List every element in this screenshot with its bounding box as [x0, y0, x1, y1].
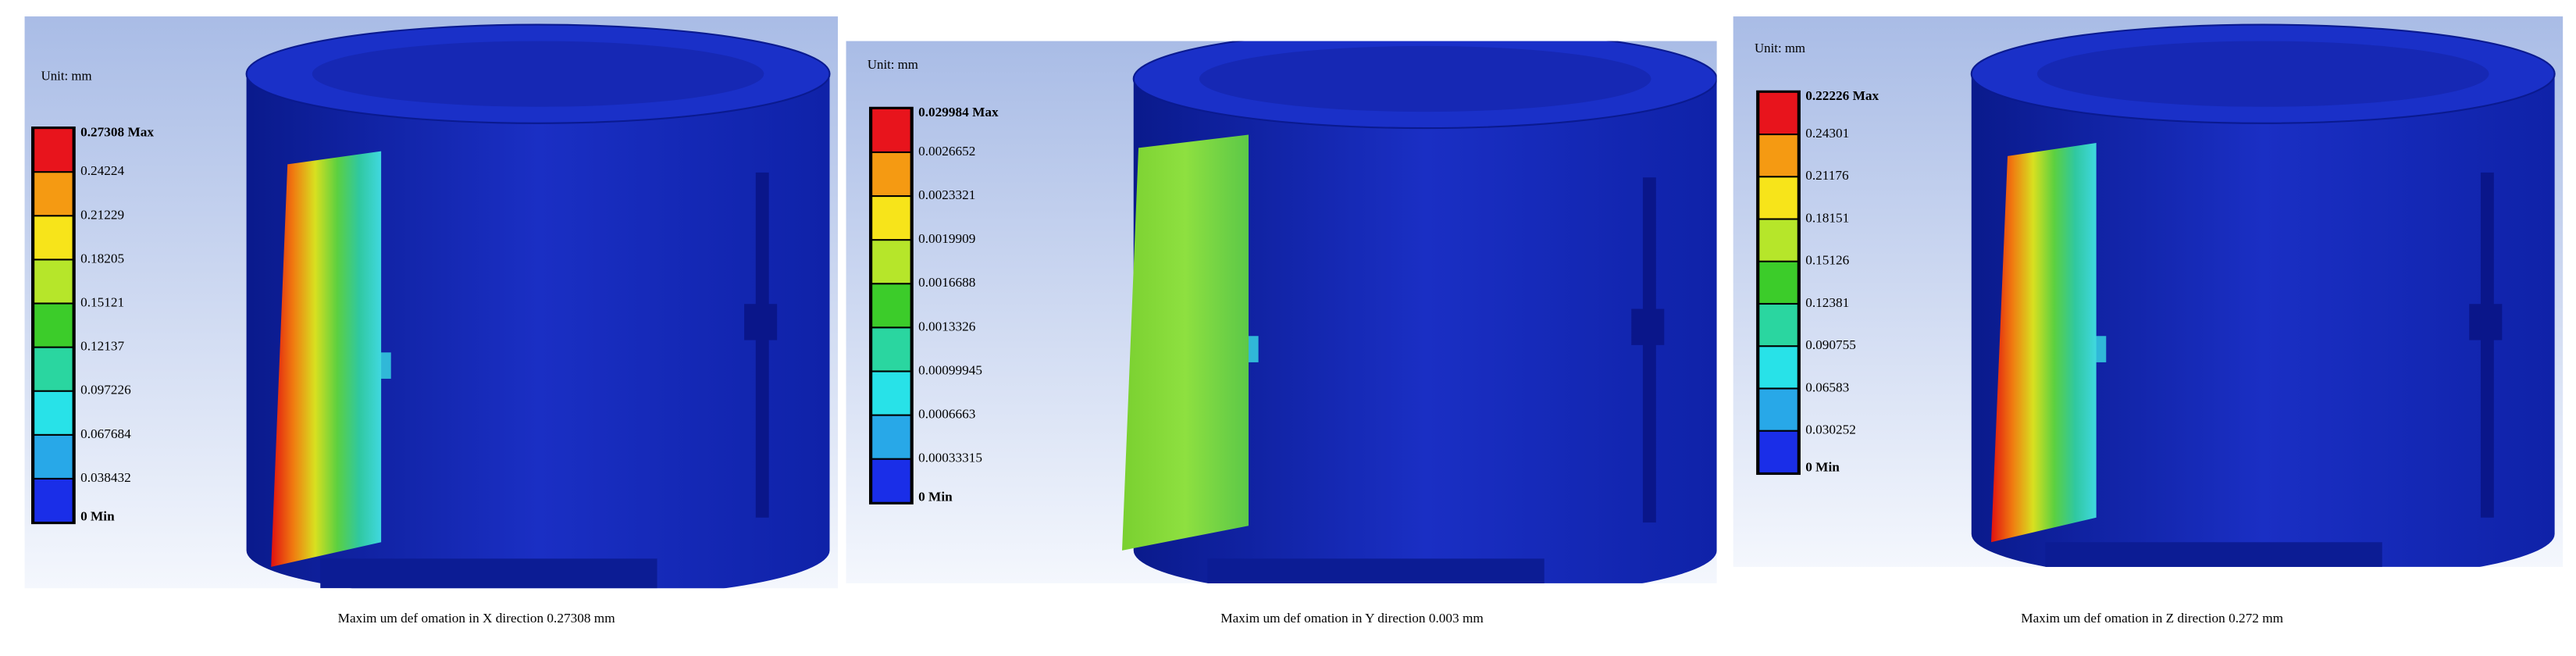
legend-swatch	[34, 348, 73, 390]
legend-swatch	[872, 372, 910, 415]
legend-swatch	[872, 153, 910, 196]
legend-swatch	[1759, 219, 1797, 261]
legend-swatch	[1759, 389, 1797, 430]
legend-swatch	[34, 435, 73, 478]
cylinder-body	[246, 73, 830, 589]
legend-label: 0.24301	[1805, 126, 1849, 141]
legend-label: 0.22226 Max	[1805, 88, 1879, 103]
unit-label: Unit: mm	[868, 57, 918, 72]
unit-label: Unit: mm	[1755, 41, 1805, 55]
top-inner	[2036, 41, 2489, 107]
cylinder-body	[1971, 73, 2555, 567]
slot	[2480, 172, 2494, 518]
panel: Unit: mm 0.22226 Max 0.24301 0.21176 0.18151…	[1733, 16, 2564, 626]
slot-key	[1631, 308, 1665, 345]
legend-swatch	[1759, 135, 1797, 176]
unit-label: Unit: mm	[41, 69, 92, 84]
slot	[755, 172, 769, 518]
legend-label: 0.21229	[80, 207, 124, 222]
legend-label: 0.06583	[1805, 380, 1849, 394]
panel: Unit: mm 0.029984 Max 0.0026652 0.0023321 0.…	[846, 41, 1717, 626]
legend-label: 0 Min	[918, 489, 953, 504]
legend-label: 0.090755	[1805, 337, 1856, 352]
legend-swatch	[872, 328, 910, 371]
legend-swatch	[34, 304, 73, 347]
legend-label: 0.24224	[80, 163, 124, 178]
legend-swatch	[1759, 431, 1797, 472]
legend-swatch	[1759, 347, 1797, 388]
legend-label: 0.0026652	[918, 144, 975, 159]
slot	[1642, 177, 1656, 523]
legend-label: 0.0013326	[918, 319, 976, 333]
legend-swatch	[1759, 177, 1797, 219]
model	[245, 23, 831, 589]
legend-label: 0.00033315	[918, 451, 982, 465]
legend-label: 0.097226	[80, 383, 131, 398]
legend-swatch	[34, 480, 73, 522]
legend-label: 0.21176	[1805, 168, 1849, 183]
legend-label: 0.18205	[80, 251, 124, 266]
caption: Maxim um def omation in Y direction 0.00…	[1220, 611, 1484, 626]
legend-label: 0.18151	[1805, 210, 1849, 225]
legend-label: 0.15126	[1805, 253, 1849, 268]
panel: Unit: mm 0.27308 Max 0.24224 0.21229 0.18205…	[24, 16, 839, 626]
legend-swatch	[872, 197, 910, 240]
caption: Maxim um def omation in Z direction 0.27…	[2021, 611, 2283, 626]
legend-label: 0 Min	[80, 509, 115, 524]
legend-label: 0.15121	[80, 294, 124, 309]
legend-swatch	[872, 459, 910, 502]
base-flange	[320, 558, 657, 589]
legend-label: 0.12137	[80, 339, 124, 354]
legend-label: 0.038432	[80, 470, 131, 485]
plate	[1990, 143, 2097, 543]
legend-label: 0 Min	[1805, 460, 1840, 475]
legend-label: 0.0023321	[918, 187, 975, 202]
legend-label: 0.27308 Max	[80, 124, 154, 139]
cylinder-body	[1133, 78, 1717, 583]
top-inner	[1199, 45, 1651, 112]
slot-key	[2469, 304, 2503, 340]
base-flange	[1207, 558, 1545, 583]
legend-swatch	[1759, 305, 1797, 346]
legend-swatch	[872, 241, 910, 283]
legend-label: 0.0019909	[918, 231, 975, 246]
legend-label: 0.12381	[1805, 295, 1849, 310]
base-flange	[2045, 542, 2382, 567]
legend-swatch	[1759, 262, 1797, 303]
legend-label: 0.00099945	[918, 362, 982, 377]
top-inner	[312, 41, 764, 107]
model	[1122, 41, 1717, 583]
legend-swatch	[34, 173, 73, 216]
legend-swatch	[34, 129, 73, 172]
legend-label: 0.030252	[1805, 422, 1856, 437]
legend-swatch	[34, 216, 73, 259]
legend-swatch	[34, 391, 73, 434]
legend-swatch	[872, 415, 910, 458]
caption: Maxim um def omation in X direction 0.27…	[338, 611, 616, 626]
legend-label: 0.029984 Max	[918, 105, 999, 119]
legend-swatch	[872, 109, 910, 152]
legend-label: 0.0016688	[918, 275, 975, 290]
legend-label: 0.067684	[80, 426, 131, 441]
plate	[1122, 134, 1249, 551]
legend-label: 0.0006663	[918, 407, 975, 422]
plate	[271, 151, 382, 567]
legend-swatch	[34, 260, 73, 303]
legend-swatch	[1759, 92, 1797, 134]
model	[1970, 23, 2556, 567]
legend-swatch	[872, 284, 910, 327]
slot-key	[744, 304, 778, 340]
